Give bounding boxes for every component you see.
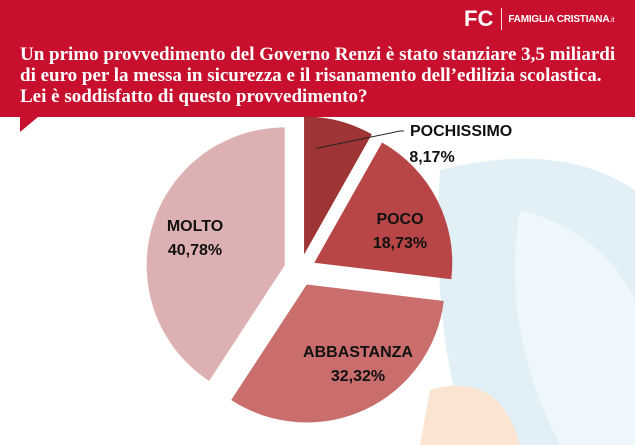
slice-value-pochissimo: 8,17% bbox=[409, 149, 454, 166]
logo-name: FAMIGLIA CRISTIANA bbox=[508, 13, 610, 25]
pie-slice-poco bbox=[314, 142, 453, 280]
logo: FC FAMIGLIA CRISTIANA.it bbox=[464, 8, 614, 30]
logo-suffix: .it bbox=[609, 16, 615, 24]
bg-shape-peach bbox=[420, 385, 520, 445]
slice-value-molto: 40,78% bbox=[168, 242, 222, 259]
logo-mark: FC bbox=[464, 6, 494, 31]
pie-slice-molto bbox=[146, 127, 285, 381]
slice-label-poco: POCO bbox=[376, 211, 423, 228]
header-banner bbox=[0, 0, 635, 117]
logo-divider bbox=[501, 8, 503, 30]
slice-value-poco: 18,73% bbox=[373, 235, 427, 252]
pie-slice-pochissimo bbox=[304, 116, 372, 255]
pie-slice-abbastanza bbox=[231, 284, 444, 423]
slice-label-pochissimo: POCHISSIMO bbox=[410, 123, 512, 140]
survey-question: Un primo provvedimento del Governo Renzi… bbox=[20, 44, 616, 107]
bg-shape-blue-light bbox=[515, 210, 635, 445]
leader-line-pochissimo bbox=[316, 130, 404, 149]
logo-text: FAMIGLIA CRISTIANA.it bbox=[508, 14, 614, 25]
slice-label-abbastanza: ABBASTANZA bbox=[303, 344, 413, 361]
slice-label-molto: MOLTO bbox=[167, 218, 223, 235]
header-notch bbox=[20, 117, 38, 132]
slice-value-abbastanza: 32,32% bbox=[331, 368, 385, 385]
